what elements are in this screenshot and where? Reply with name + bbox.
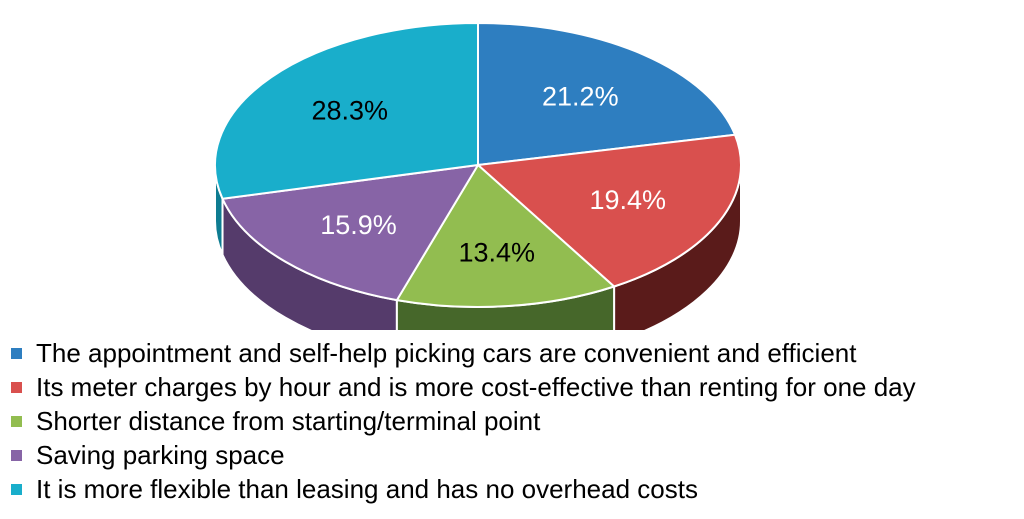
pie-top — [214, 21, 742, 308]
legend-swatch — [11, 483, 22, 495]
legend-swatch — [11, 381, 22, 393]
legend-item: The appointment and self-help picking ca… — [8, 336, 1020, 370]
pie-slice — [477, 21, 737, 167]
legend-label: It is more flexible than leasing and has… — [36, 473, 698, 504]
slice-label: 28.3% — [311, 96, 388, 126]
legend-item: Saving parking space — [8, 438, 1020, 472]
legend-label: Saving parking space — [36, 439, 285, 470]
legend-label: Its meter charges by hour and is more co… — [36, 371, 916, 402]
slice-label: 13.4% — [458, 237, 535, 267]
legend-label: The appointment and self-help picking ca… — [36, 337, 857, 368]
pie-chart: 21.2% 19.4% 13.4% 15.9% 28.3% — [214, 21, 742, 330]
legend-item: It is more flexible than leasing and has… — [8, 472, 1020, 506]
pie-labels: 21.2% 19.4% 13.4% 15.9% 28.3% — [311, 81, 666, 267]
slice-label: 15.9% — [320, 210, 397, 240]
legend-swatch — [11, 415, 22, 427]
pie-slice — [475, 133, 742, 288]
pie-slice — [221, 163, 480, 302]
slice-label: 19.4% — [590, 185, 667, 215]
legend-swatch — [11, 449, 22, 461]
pie-slice — [214, 21, 479, 200]
legend-label: Shorter distance from starting/terminal … — [36, 405, 541, 436]
legend: The appointment and self-help picking ca… — [8, 336, 1020, 506]
pie-slice — [395, 163, 617, 308]
legend-swatch — [11, 347, 22, 359]
legend-item: Its meter charges by hour and is more co… — [8, 370, 1020, 404]
legend-item: Shorter distance from starting/terminal … — [8, 404, 1020, 438]
slice-label: 21.2% — [542, 81, 619, 111]
